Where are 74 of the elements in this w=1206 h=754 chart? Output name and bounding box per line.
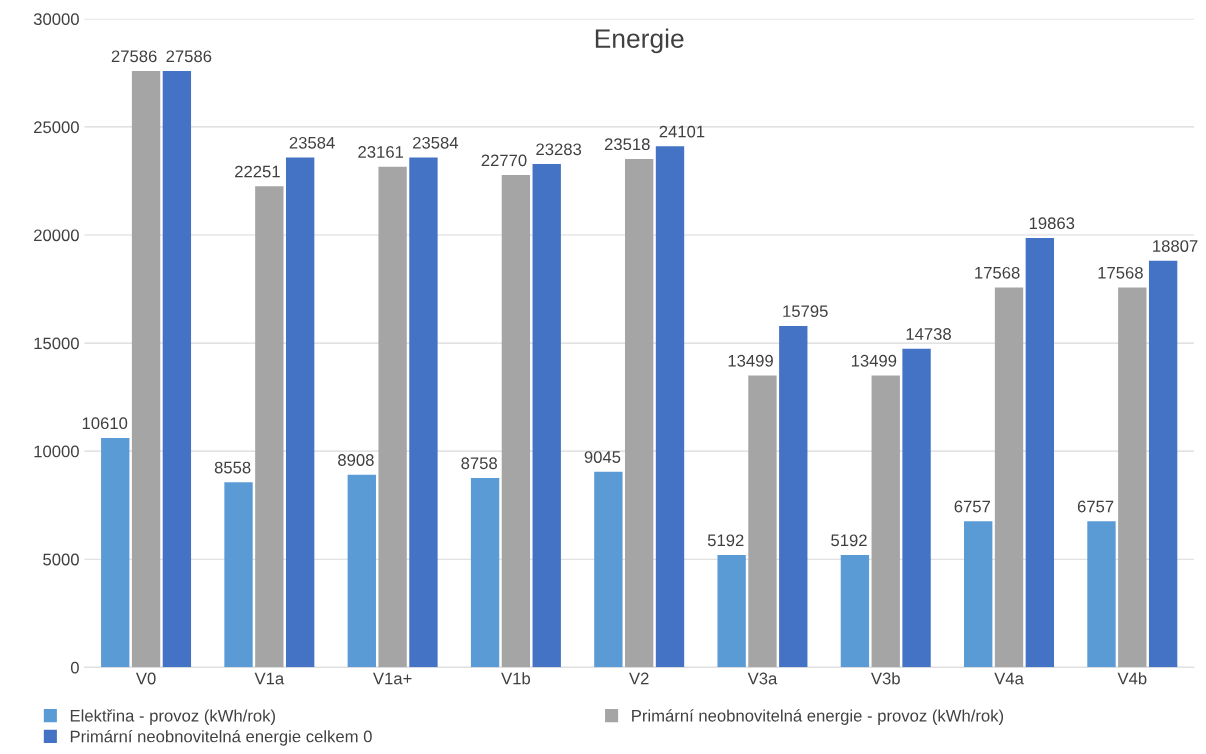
x-tick-label: V0 [135,672,156,685]
data-label: 17568 [1098,266,1143,279]
data-label: 18807 [1153,240,1198,252]
bar [1025,237,1055,668]
data-label: 23283 [536,143,582,156]
data-label: 15795 [783,305,828,318]
y-tick-label: 20000 [34,229,79,242]
data-label: 27586 [111,50,157,63]
bar [224,482,253,668]
data-label: 19863 [1029,217,1075,230]
data-label: 23584 [289,136,335,149]
bar [1087,521,1116,668]
bar [255,186,284,668]
data-label: 27586 [166,50,212,63]
bar [1118,287,1147,668]
x-tick-label: V1a+ [373,672,412,685]
y-tick-label: 30000 [33,13,79,26]
data-label: 17568 [975,266,1020,279]
y-tick-label: 0 [70,661,79,674]
bar [532,164,561,668]
bar [501,175,531,668]
bar [840,555,870,668]
bar [964,521,993,668]
data-label: 23161 [358,146,404,158]
legend-label: Elektřina - provoz (kWh/rok) [70,709,276,725]
bar [409,157,438,668]
legend-label: Primární neobnovitelná energie - provoz (kWh/rok) [632,709,1004,725]
x-tick-label: V2 [629,672,649,685]
data-label: 23518 [604,138,650,151]
bar [594,471,623,668]
data-label: 6757 [1077,500,1114,513]
data-label: 8908 [338,454,374,466]
bar [655,146,685,668]
x-tick-label: V4a [994,672,1024,685]
data-label: 22770 [481,154,527,167]
data-label: 5192 [707,534,744,547]
legend-label: Primární neobnovitelná energie celkem 0 [70,729,372,746]
bar [347,474,376,668]
bar [902,348,931,668]
y-tick-label: 15000 [34,337,79,350]
bar [779,325,808,668]
bar [162,71,192,668]
x-tick-label: V3a [747,672,778,685]
y-tick-label: 25000 [34,121,79,134]
bar [131,71,161,668]
x-tick-label: V1b [501,672,531,685]
data-label: 14738 [906,328,951,340]
bar [994,287,1024,668]
chart-title: Energie [595,28,684,54]
data-label: 22251 [235,165,280,178]
data-label: 8758 [461,457,497,470]
bar [470,477,500,668]
bar [1148,260,1178,668]
bar [871,375,900,668]
data-label: 13499 [728,354,773,367]
x-tick-label: V1a [254,672,285,685]
bar [717,555,746,668]
bar [378,166,407,668]
y-tick-label: 5000 [43,553,79,566]
data-label: 10610 [82,417,128,430]
bar [748,375,777,668]
bar [625,158,654,668]
data-label: 13499 [851,354,897,367]
data-label: 24101 [659,125,705,138]
bar [285,157,315,668]
data-label: 8558 [214,461,251,474]
data-label: 5192 [831,534,867,547]
x-tick-label: V3b [870,672,900,685]
bar [101,437,130,668]
data-label: 6757 [954,500,990,513]
data-label: 9045 [584,451,621,463]
x-tick-label: V4b [1117,672,1147,685]
data-label: 23584 [413,136,459,149]
y-tick-label: 10000 [34,445,79,458]
